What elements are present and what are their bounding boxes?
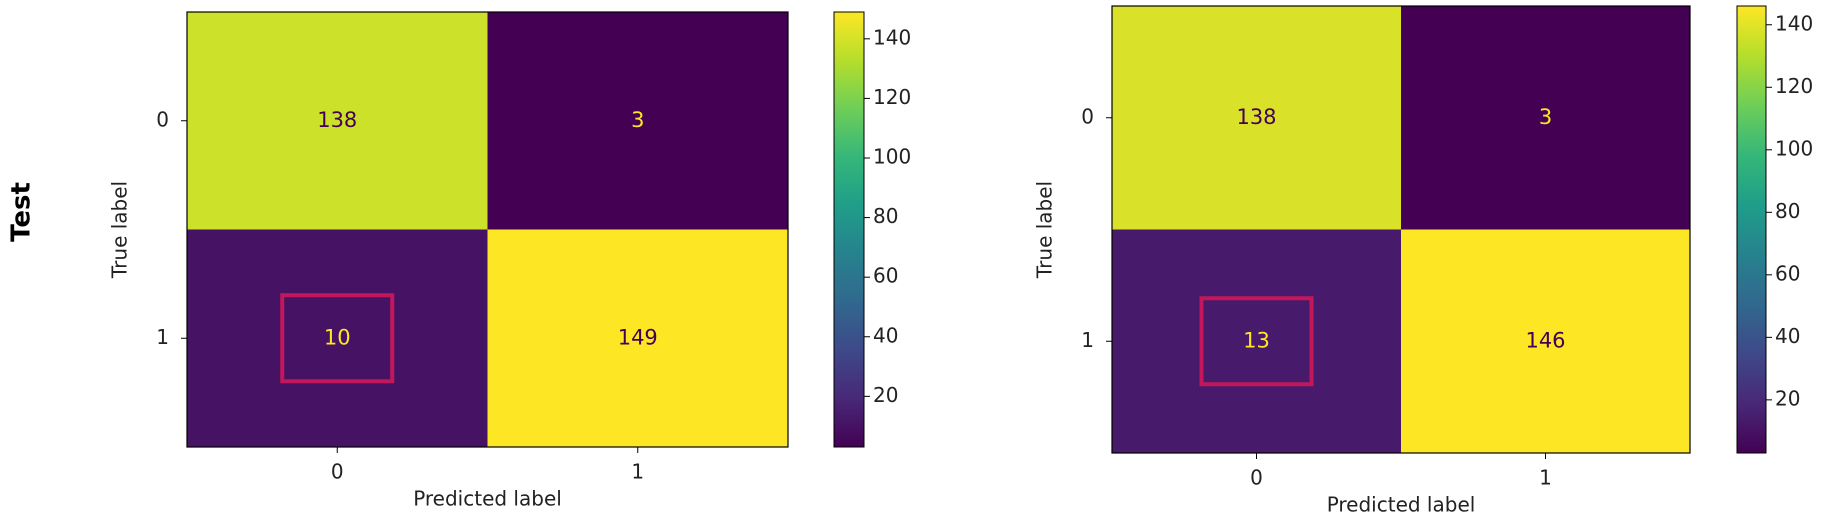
cell-label: 10 [324, 325, 351, 349]
colorbar-tick-label: 60 [873, 264, 898, 288]
cell-label: 149 [618, 325, 658, 349]
colorbar-tick-label: 100 [1775, 136, 1813, 160]
highlight-box [280, 293, 395, 384]
y-axis-label: True label [1033, 181, 1057, 279]
colorbar [1736, 5, 1767, 454]
highlight-box [1199, 296, 1314, 387]
heatmap-cell [1112, 6, 1401, 230]
heatmap-cell [487, 229, 788, 447]
colorbar-tick-label: 60 [1775, 261, 1800, 285]
colorbar [833, 11, 865, 448]
x-tick-label: 1 [1539, 466, 1552, 490]
colorbar-tick-label: 120 [1775, 74, 1813, 98]
plot-frame [186, 11, 789, 448]
cell-label: 3 [1539, 105, 1552, 129]
heatmap-cell [1401, 229, 1690, 453]
x-axis-label: Predicted label [1327, 493, 1476, 516]
colorbar-tick-label: 100 [873, 144, 911, 168]
colorbar-tick-label: 140 [873, 25, 911, 49]
x-axis-label: Predicted label [413, 487, 562, 511]
plot-frame [1111, 5, 1691, 454]
colorbar-tick-label: 40 [873, 323, 898, 347]
heatmap-cell [187, 229, 488, 447]
x-tick-label: 0 [331, 460, 344, 484]
colorbar-tick-label: 20 [1775, 386, 1800, 410]
heatmap: 138 3 13 146 0 1 0 1 Predicted label True label 20… [1033, 5, 1813, 516]
row-label: Test [7, 182, 37, 242]
x-tick-label: 1 [631, 460, 644, 484]
cell-label: 146 [1525, 328, 1565, 352]
y-tick-label: 1 [1081, 328, 1094, 352]
y-tick-label: 1 [156, 325, 169, 349]
colorbar-tick-label: 80 [873, 204, 898, 228]
y-axis-label: True label [108, 181, 132, 279]
colorbar-tick-label: 40 [1775, 324, 1800, 348]
cell-label: 3 [631, 108, 644, 132]
y-tick-label: 0 [1081, 104, 1094, 128]
colorbar-tick-label: 20 [873, 383, 898, 407]
cell-label: 138 [1236, 105, 1276, 129]
heatmap-cell [487, 12, 788, 230]
heatmap-cell [187, 12, 488, 230]
y-tick-label: 0 [156, 107, 169, 131]
heatmap-cell [1112, 229, 1401, 453]
cell-label: 138 [317, 108, 357, 132]
cell-label: 13 [1243, 328, 1270, 352]
colorbar-tick-label: 120 [873, 85, 911, 109]
x-tick-label: 0 [1250, 466, 1263, 490]
colorbar-tick-label: 80 [1775, 199, 1800, 223]
heatmap-cell [1401, 6, 1690, 230]
colorbar-tick-label: 140 [1775, 11, 1813, 35]
